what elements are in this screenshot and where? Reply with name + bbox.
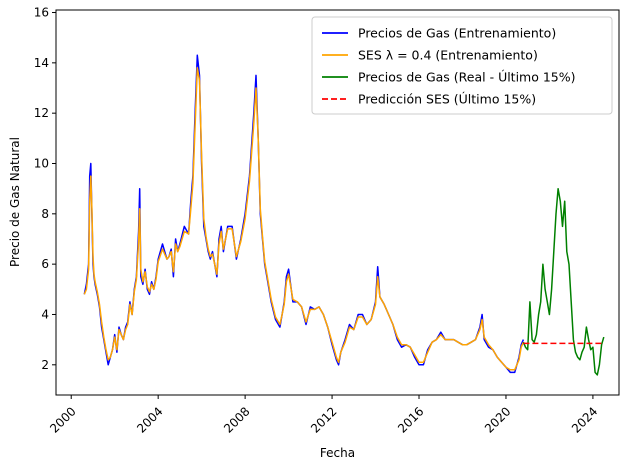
y-tick-label: 8 — [41, 207, 49, 221]
legend-label: SES λ = 0.4 (Entrenamiento) — [358, 48, 538, 63]
y-tick-label: 2 — [41, 358, 49, 372]
legend-items: Precios de Gas (Entrenamiento) SES λ = 0.… — [322, 26, 576, 107]
series-line-2 — [522, 187, 605, 376]
legend-label: Precios de Gas (Real - Último 15%) — [358, 70, 576, 85]
legend-label: Precios de Gas (Entrenamiento) — [358, 26, 556, 41]
y-tick-label: 12 — [34, 106, 49, 120]
series-line-1 — [83, 67, 525, 371]
y-tick-label: 16 — [34, 6, 49, 20]
x-axis-title: Fecha — [320, 446, 355, 460]
y-tick-label: 10 — [34, 156, 49, 170]
legend: Precios de Gas (Entrenamiento) SES λ = 0.… — [311, 16, 613, 115]
plot-lines — [83, 54, 605, 376]
y-tick-label: 4 — [41, 307, 49, 321]
legend-box — [311, 16, 613, 115]
plot-frame — [55, 9, 620, 396]
y-tick-label: 14 — [34, 56, 49, 70]
y-axis-title: Precio de Gas Natural — [8, 137, 22, 267]
y-tick-label: 6 — [41, 257, 49, 271]
y-axis-ticks: 2 4 6 8 10 12 14 16 — [34, 6, 56, 372]
legend-label: Predicción SES (Último 15%) — [358, 92, 536, 107]
